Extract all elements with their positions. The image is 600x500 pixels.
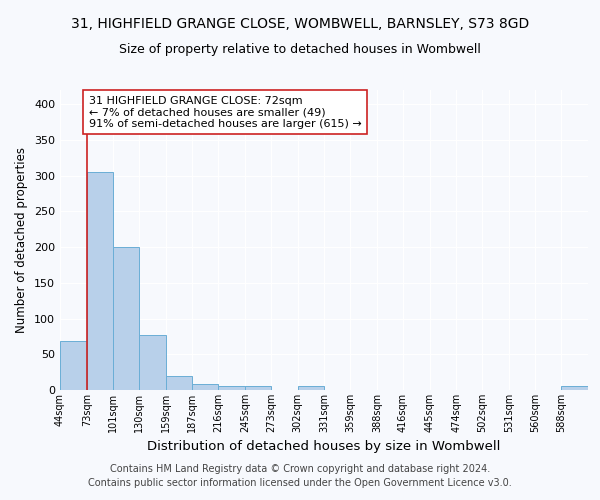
X-axis label: Distribution of detached houses by size in Wombwell: Distribution of detached houses by size … xyxy=(148,440,500,454)
Text: 31 HIGHFIELD GRANGE CLOSE: 72sqm
← 7% of detached houses are smaller (49)
91% of: 31 HIGHFIELD GRANGE CLOSE: 72sqm ← 7% of… xyxy=(89,96,361,129)
Bar xyxy=(561,386,588,390)
Bar xyxy=(113,247,139,390)
Bar xyxy=(192,384,218,390)
Text: Size of property relative to detached houses in Wombwell: Size of property relative to detached ho… xyxy=(119,42,481,56)
Bar xyxy=(60,342,87,390)
Bar xyxy=(245,386,271,390)
Bar xyxy=(87,172,113,390)
Bar xyxy=(218,386,245,390)
Bar xyxy=(166,376,192,390)
Y-axis label: Number of detached properties: Number of detached properties xyxy=(16,147,28,333)
Text: 31, HIGHFIELD GRANGE CLOSE, WOMBWELL, BARNSLEY, S73 8GD: 31, HIGHFIELD GRANGE CLOSE, WOMBWELL, BA… xyxy=(71,18,529,32)
Bar xyxy=(139,335,166,390)
Bar xyxy=(298,386,325,390)
Text: Contains HM Land Registry data © Crown copyright and database right 2024.
Contai: Contains HM Land Registry data © Crown c… xyxy=(88,464,512,487)
